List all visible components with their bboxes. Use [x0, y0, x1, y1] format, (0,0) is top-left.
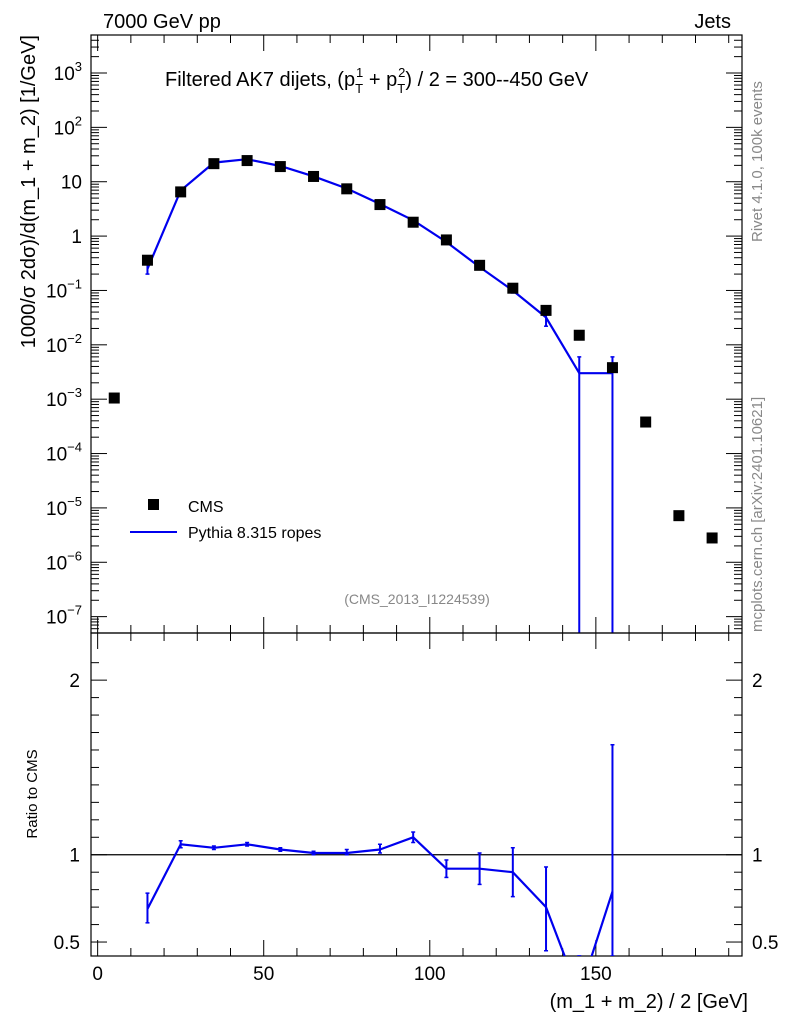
main-axis-ticks: [91, 35, 742, 633]
ratio-y-tick-label: 1: [69, 846, 80, 867]
main-y-tick-base: 1: [71, 227, 82, 248]
main-y-tick-exponent: −6: [67, 548, 82, 563]
legend-cms-label: CMS: [188, 499, 224, 516]
ratio-y-tick-labels: 0.5 0.5 1 1 2 2: [54, 671, 779, 954]
cms-data-point: [440, 234, 452, 246]
mc-series-ratio: [145, 743, 615, 956]
ratio-clipped-group: [145, 743, 615, 956]
main-y-tick-base: 10: [46, 499, 67, 520]
x-axis-label: (m_1 + m_2) / 2 [GeV]: [550, 991, 748, 1013]
chart-title-sub-1: T: [355, 81, 363, 96]
main-y-tick-label: 10−6: [46, 548, 82, 574]
ratio-y-tick-label: 0.5: [54, 933, 80, 954]
ratio-y-axis-label: Ratio to CMS: [24, 749, 41, 838]
cms-data-point: [540, 304, 552, 316]
main-y-tick-exponent: −4: [67, 440, 82, 455]
main-y-tick-exponent: 3: [75, 59, 82, 74]
cms-data-point: [341, 183, 353, 195]
main-y-tick-label: 1: [71, 227, 82, 248]
main-y-tick-base: 10: [54, 64, 75, 85]
main-y-tick-base: 10: [61, 173, 82, 194]
ratio-y-tick-label-right: 0.5: [752, 933, 778, 954]
chart-title-part-1: Filtered AK7 dijets, (p: [165, 69, 355, 91]
legend-cms-marker: [148, 499, 159, 510]
ratio-y-tick-label-right: 2: [752, 671, 763, 692]
main-y-axis-label: 1000/σ 2dσ)/d(m_1 + m_2) [1/GeV]: [18, 35, 40, 348]
cms-data-point: [108, 392, 120, 404]
cms-data-point: [606, 362, 618, 374]
x-tick-label: 50: [253, 964, 274, 985]
main-y-tick-base: 10: [46, 390, 67, 411]
x-tick-label: 150: [580, 964, 612, 985]
header-left: 7000 GeV pp: [103, 11, 221, 33]
main-y-tick-exponent: −2: [67, 331, 82, 346]
cms-data-point: [507, 282, 519, 294]
main-y-tick-base: 10: [46, 281, 67, 302]
cms-data-point: [175, 186, 187, 198]
main-y-tick-label: 10−1: [46, 276, 82, 302]
x-tick-label: 0: [92, 964, 103, 985]
main-plot-frame: [90, 34, 743, 634]
cms-data-point: [308, 170, 320, 182]
cms-data-point: [706, 532, 718, 544]
cms-data-point: [274, 161, 286, 173]
cms-data-point: [573, 329, 585, 341]
main-y-tick-label: 103: [54, 59, 82, 85]
chart-title: Filtered AK7 dijets, (pT1 + pT2) / 2 = 3…: [165, 65, 589, 96]
main-y-tick-exponent: −5: [67, 494, 82, 509]
main-y-tick-base: 10: [54, 118, 75, 139]
main-y-tick-exponent: 2: [75, 113, 82, 128]
main-y-tick-base: 10: [46, 608, 67, 629]
main-y-tick-base: 10: [46, 336, 67, 357]
ratio-y-tick-label-right: 1: [752, 846, 763, 867]
main-y-tick-label: 10: [61, 173, 82, 194]
ratio-y-tick-label: 2: [69, 671, 80, 692]
main-y-tick-label: 10−7: [46, 603, 82, 629]
x-tick-label: 100: [414, 964, 446, 985]
cms-data-point: [673, 510, 685, 522]
chart-title-sup-2: 2: [398, 65, 405, 80]
chart-title-part-2: + p: [363, 69, 397, 91]
mcplots-label: mcplots.cern.ch [arXiv:2401.10621]: [749, 397, 766, 632]
main-y-tick-exponent: −7: [67, 603, 82, 618]
ratio-plot-frame: [90, 632, 743, 957]
mc-series-main: [145, 157, 615, 633]
ratio-x-tick-labels: 0 50 100 150: [92, 964, 611, 985]
main-y-tick-label: 10−4: [46, 440, 82, 466]
header-right: Jets: [694, 11, 731, 33]
chart-title-sup-1: 1: [356, 65, 363, 80]
legend: CMS Pythia 8.315 ropes: [130, 499, 321, 542]
rivet-version-label: Rivet 4.1.0, 100k events: [749, 81, 766, 242]
ratio-axis-ticks: [91, 633, 742, 956]
main-y-tick-label: 10−3: [46, 385, 82, 411]
cms-data-point: [241, 155, 253, 167]
main-y-tick-label: 102: [54, 113, 82, 139]
mc-main-line: [146, 158, 613, 375]
ratio-plot-panel: 0.5 0.5 1 1 2 2 0 50 100 150 Ratio to CMS (m_1 +…: [24, 632, 779, 1013]
cms-data-point: [208, 158, 220, 170]
legend-mc-label: Pythia 8.315 ropes: [188, 525, 321, 542]
cms-data-point: [374, 199, 386, 211]
main-y-tick-base: 10: [46, 445, 67, 466]
main-y-tick-label: 10−5: [46, 494, 82, 520]
chart-title-part-3: ) / 2 = 300--450 GeV: [405, 69, 589, 91]
main-y-tick-exponent: −1: [67, 276, 82, 291]
main-y-tick-label: 10−2: [46, 331, 82, 357]
cms-data-series: [108, 155, 718, 544]
analysis-id-label: (CMS_2013_I1224539): [344, 591, 490, 607]
chart-title-sub-2: T: [397, 81, 405, 96]
cms-data-point: [407, 216, 419, 228]
cms-data-point: [141, 254, 153, 266]
cms-data-point: [640, 416, 652, 428]
cms-data-point: [474, 259, 486, 271]
mc-ratio-line: [146, 836, 614, 956]
main-y-tick-exponent: −3: [67, 385, 82, 400]
main-y-tick-base: 10: [46, 553, 67, 574]
